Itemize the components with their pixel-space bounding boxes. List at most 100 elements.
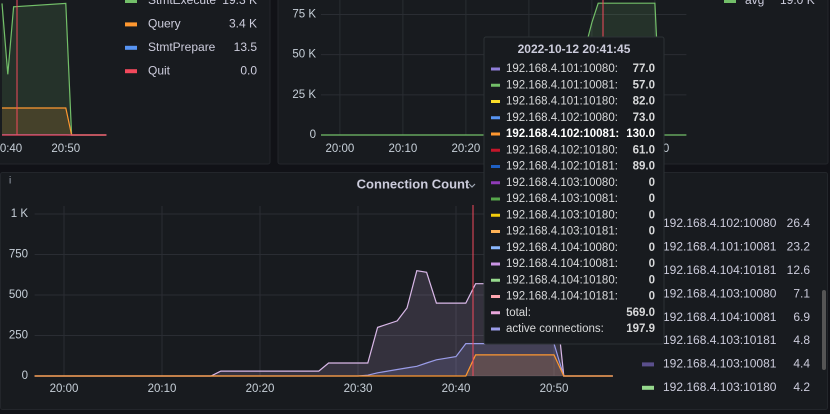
tooltip-value: 73.0 [633, 112, 655, 124]
legend-name: 192.168.4.103:10080 [663, 286, 777, 300]
tooltip-name: 192.168.4.101:10080: [506, 63, 618, 75]
tooltip-name: 192.168.4.102:10180: [506, 144, 618, 156]
legend-name: StmtPrepare [148, 40, 216, 54]
tooltip-name: 192.168.4.103:10080: [506, 177, 618, 189]
legend-marker [125, 69, 137, 74]
series-area [34, 343, 613, 376]
tooltip-value: 0 [649, 242, 655, 254]
tooltip-value: 0 [649, 291, 655, 303]
scrollbar[interactable] [822, 290, 826, 370]
x-tick-label: 20:40 [442, 383, 471, 395]
series-line [34, 270, 613, 377]
y-tick-label: 1 K [11, 208, 29, 220]
legend-marker [125, 22, 137, 27]
x-tick-label: 20:40 [0, 143, 22, 155]
x-tick-label: 20:00 [50, 383, 79, 395]
tooltip-name: 192.168.4.101:10081: [506, 79, 618, 91]
y-tick-label: 500 [9, 289, 28, 301]
y-tick-label: 75 K [292, 8, 316, 20]
legend-marker [724, 0, 736, 3]
legend-name: 192.168.4.103:10081 [663, 357, 777, 371]
legend-value: 0.0 [240, 63, 257, 77]
legend-value: 12.6 [787, 263, 811, 277]
tooltip-name: 192.168.4.104:10080: [506, 242, 618, 254]
y-tick-label: 250 [9, 330, 28, 342]
panel-title[interactable]: Connection Count [357, 176, 470, 191]
legend-value: 19.3 K [222, 0, 257, 7]
x-tick-label: 20:10 [148, 383, 177, 395]
legend-value: 26.4 [787, 216, 811, 230]
tooltip-value: 130.0 [626, 128, 655, 140]
tooltip-value: 0 [649, 209, 655, 221]
tooltip-value: 569.0 [626, 307, 655, 319]
legend-name: 192.168.4.103:10181 [663, 333, 777, 347]
tooltip-value: 197.9 [626, 323, 655, 335]
series-area [34, 270, 613, 376]
tooltip-name: 192.168.4.102:10181: [506, 161, 618, 173]
legend-name: Quit [148, 63, 171, 77]
legend-marker [125, 45, 137, 50]
x-tick-label: 20:10 [389, 143, 418, 155]
tooltip-value: 82.0 [633, 96, 655, 108]
tooltip-name: 192.168.4.104:10081: [506, 258, 618, 270]
tooltip-value: 61.0 [633, 144, 655, 156]
x-tick-label: 20:20 [246, 383, 275, 395]
info-icon[interactable]: i [9, 176, 11, 187]
legend-marker [125, 0, 137, 3]
series-area [2, 108, 107, 135]
legend-marker [642, 385, 654, 390]
legend-name: Query [148, 17, 181, 31]
legend-name: StmtExecute [148, 0, 216, 7]
legend-value: 3.4 K [229, 17, 257, 31]
y-tick-label: 0 [22, 370, 28, 382]
tooltip-value: 0 [649, 274, 655, 286]
legend-value: 7.1 [793, 286, 810, 300]
tooltip-name: 192.168.4.102:10081: [506, 128, 619, 140]
legend-value: 19.0 K [780, 0, 815, 7]
tooltip-name: 192.168.4.102:10080: [506, 112, 618, 124]
y-tick-label: 750 [9, 249, 28, 261]
legend-name: 192.168.4.102:10080 [663, 216, 777, 230]
tooltip-value: 77.0 [633, 63, 655, 75]
x-tick-label: 20:20 [452, 143, 481, 155]
legend-name: 192.168.4.101:10081 [663, 240, 777, 254]
tooltip-name: 192.168.4.103:10081: [506, 193, 618, 205]
tooltip-name: 192.168.4.103:10181: [506, 226, 618, 238]
x-tick-label: 20:30 [344, 383, 373, 395]
legend-value: 4.8 [793, 333, 810, 347]
series-area [2, 3, 107, 136]
legend-name: 192.168.4.104:10181 [663, 263, 777, 277]
series-line [34, 354, 613, 377]
tooltip-box [483, 36, 665, 345]
x-tick-label: 20:00 [326, 143, 355, 155]
tooltip-name: active connections: [506, 323, 604, 335]
y-tick-label: 50 K [292, 49, 316, 61]
y-tick-label: 25 K [292, 89, 316, 101]
tooltip-title: 2022-10-12 20:41:45 [518, 42, 631, 56]
legend-name: avg [745, 0, 764, 7]
legend-value: 13.5 [234, 40, 258, 54]
legend-name: 192.168.4.104:10081 [663, 310, 777, 324]
tooltip-name: total: [506, 307, 531, 319]
y-tick-label: 0 [310, 129, 316, 141]
tooltip-value: 0 [649, 226, 655, 238]
legend-name: 192.168.4.103:10180 [663, 380, 777, 394]
legend-value: 4.4 [793, 357, 810, 371]
tooltip-value: 89.0 [633, 161, 655, 173]
tooltip-value: 57.0 [633, 79, 655, 91]
x-tick-label: 20:50 [540, 383, 569, 395]
tooltip-value: 0 [649, 177, 655, 189]
tooltip-name: 192.168.4.104:10180: [506, 274, 618, 286]
legend-value: 4.2 [793, 380, 810, 394]
tooltip-value: 0 [649, 193, 655, 205]
legend-value: 23.2 [787, 240, 811, 254]
legend-value: 6.9 [793, 310, 810, 324]
tooltip-name: 192.168.4.103:10180: [506, 209, 618, 221]
tooltip: 2022-10-12 20:41:45 192.168.4.101:10080:… [483, 36, 665, 345]
x-tick-label: 20:50 [51, 143, 80, 155]
title-chevron[interactable] [468, 183, 476, 188]
tooltip-name: 192.168.4.104:10181: [506, 291, 618, 303]
legend-marker [642, 362, 654, 367]
